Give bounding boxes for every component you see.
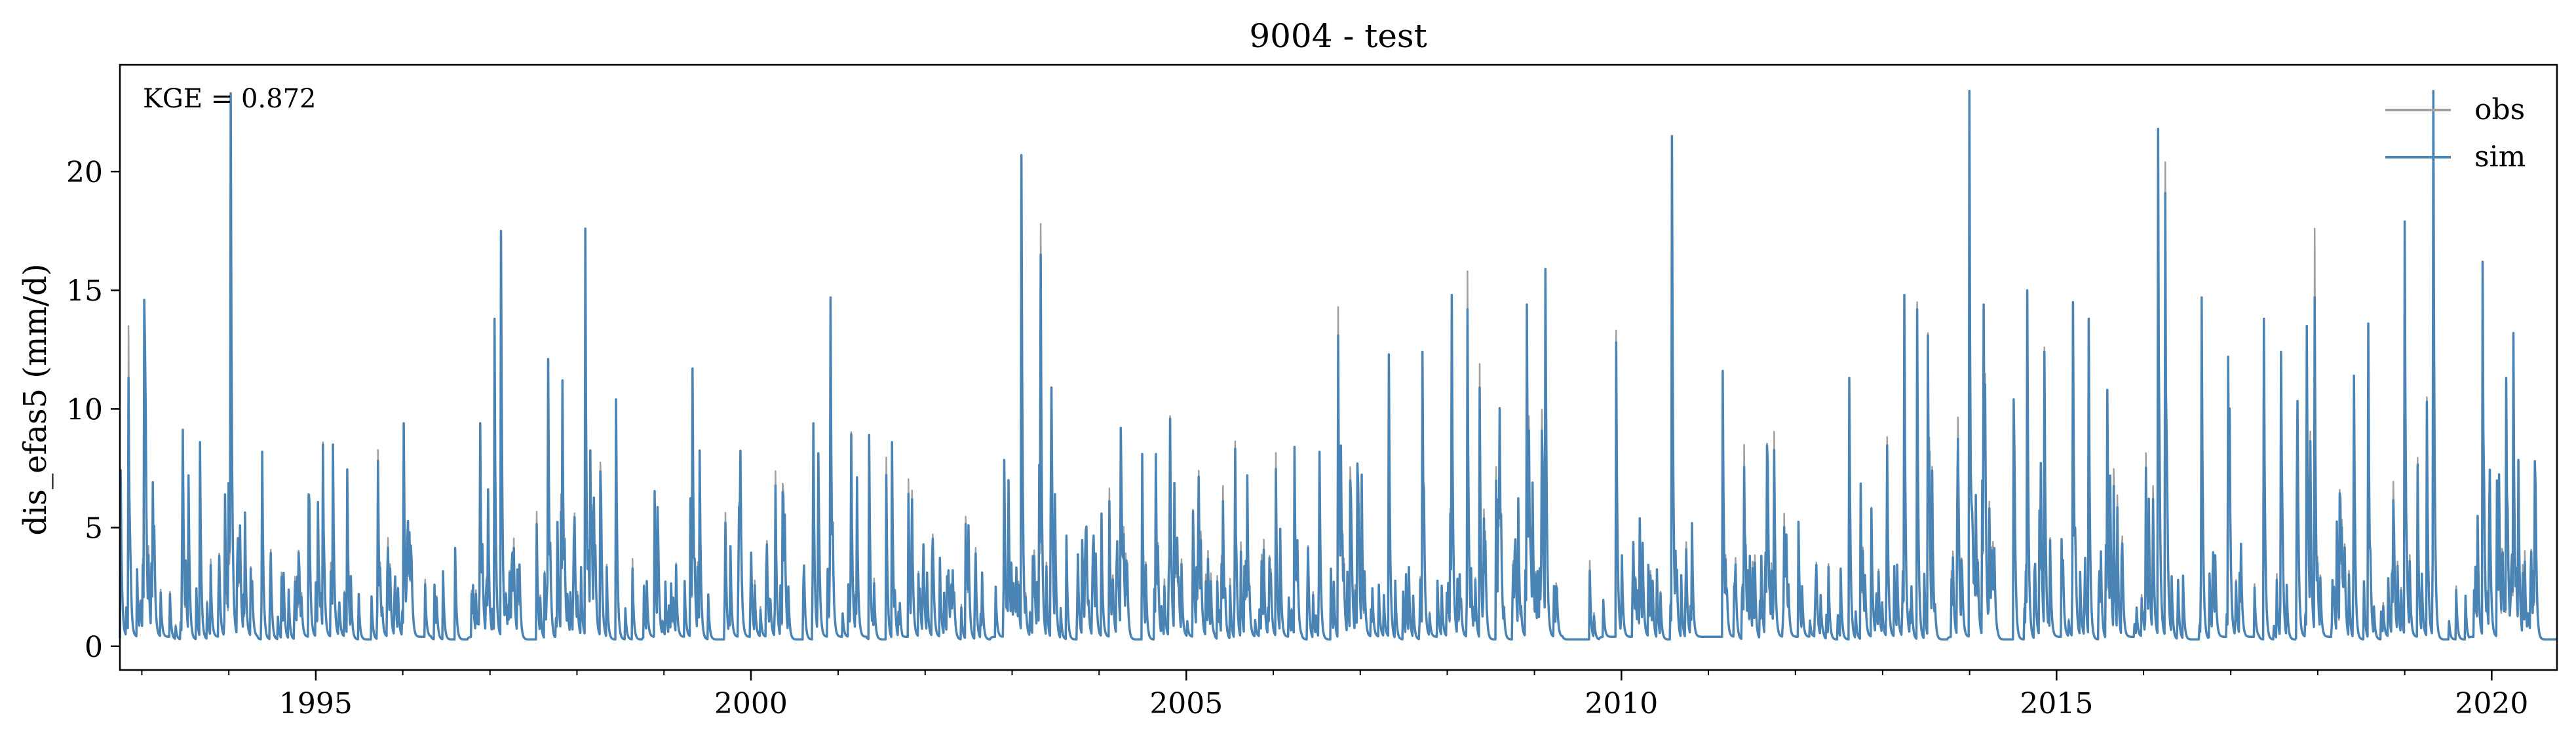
y-tick-label: 20 (66, 156, 103, 189)
x-axis: 1995 2000 2005 2010 2015 2020 (141, 670, 2528, 720)
y-axis-label: dis_efas5 (mm/d) (17, 263, 54, 535)
plot-frame (119, 64, 2558, 671)
y-tick-label: 0 (85, 631, 103, 664)
sim-series-line (119, 90, 2558, 641)
series-layer (119, 90, 2558, 641)
y-axis: 0 5 10 15 20 (66, 156, 120, 664)
y-tick-label: 15 (66, 274, 103, 308)
x-tick-label: 2010 (1585, 687, 1658, 720)
chart-title: 9004 - test (1249, 17, 1427, 55)
x-tick-label: 1995 (279, 687, 353, 720)
y-tick-label: 5 (85, 512, 103, 546)
y-tick-label: 10 (66, 393, 103, 426)
legend-sim-label: sim (2474, 140, 2526, 174)
x-tick-label: 2000 (714, 687, 788, 720)
x-tick-label: 2020 (2455, 687, 2528, 720)
legend-obs-label: obs (2474, 93, 2525, 126)
x-tick-label: 2015 (2020, 687, 2093, 720)
legend: obs sim (2385, 93, 2526, 174)
x-tick-label: 2005 (1149, 687, 1223, 720)
kge-annotation: KGE = 0.872 (143, 84, 317, 114)
